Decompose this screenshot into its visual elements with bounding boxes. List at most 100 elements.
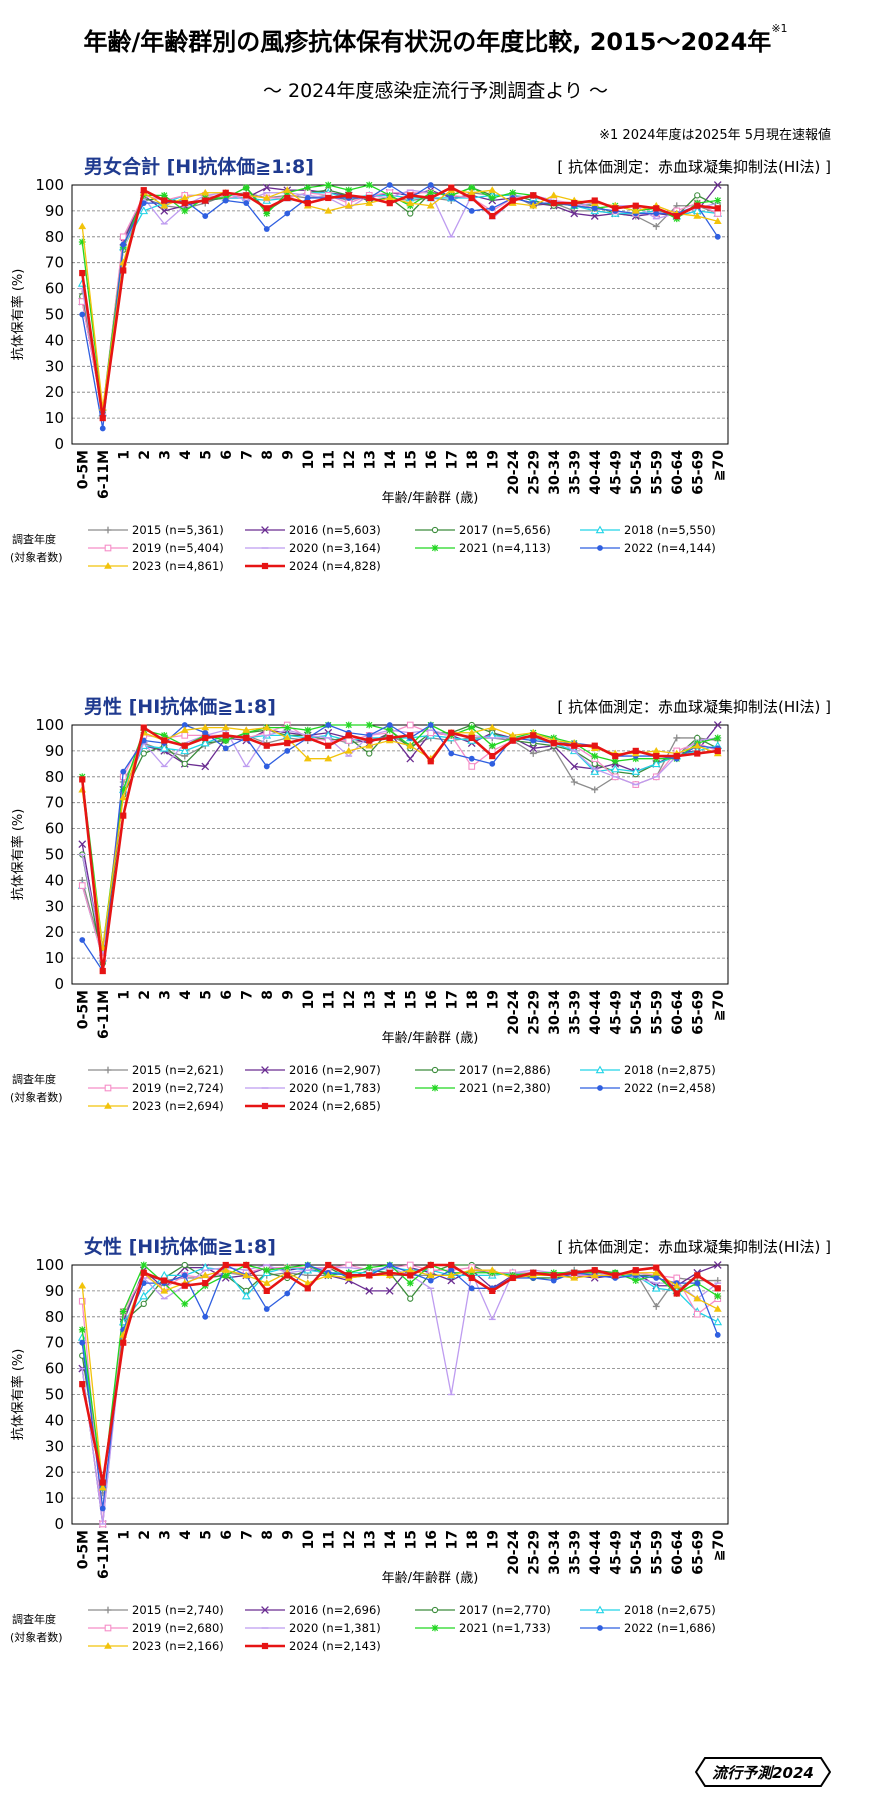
legend-item-2020: 2020 (n=1,381) (245, 1621, 381, 1635)
x-tick-label: 0-5M (75, 990, 91, 1029)
legend-marker-2018 (595, 1605, 605, 1614)
data-point-2024 (694, 202, 701, 209)
data-point-2015 (673, 734, 681, 742)
data-point-2024 (386, 1269, 393, 1276)
series-2022 (79, 1262, 721, 1512)
data-point-2022 (427, 722, 434, 728)
data-point-2017 (181, 760, 188, 767)
series-2019 (78, 189, 722, 417)
legend-marker-2021 (431, 1624, 439, 1632)
legend-marker-2017 (431, 1606, 439, 1614)
data-point-2024 (632, 747, 639, 754)
data-point-2023 (508, 731, 517, 739)
data-point-2023 (385, 194, 394, 201)
legend-marker-2024 (261, 1642, 269, 1650)
x-tick-label: 60-64 (670, 450, 686, 495)
data-point-2024 (325, 1261, 332, 1269)
data-point-2024 (468, 194, 475, 202)
data-point-2024 (653, 752, 660, 760)
data-point-2022 (284, 1290, 291, 1297)
data-point-2024 (550, 1272, 557, 1279)
data-point-2022 (694, 1280, 701, 1287)
x-tick-label: 10 (301, 1530, 317, 1550)
series-2024 (79, 184, 721, 422)
series-2015 (78, 731, 722, 959)
data-point-2016 (570, 209, 579, 218)
y-tick-label: 60 (45, 1360, 64, 1378)
data-point-2021 (304, 726, 312, 734)
data-point-2019 (119, 233, 127, 241)
y-axis-label: 抗体保有率 (%) (10, 1349, 26, 1441)
x-tick-label: 4 (178, 450, 194, 460)
data-point-2021 (181, 207, 189, 215)
x-tick-label: 15 (403, 450, 419, 469)
legend-item-2021: 2021 (n=2,380) (415, 1081, 551, 1095)
data-point-2023 (549, 191, 558, 199)
data-point-2016 (78, 840, 87, 848)
chart-panel-female: 女性 [HI抗体価≧1:8] [ 抗体価測定：赤血球凝集抑制法(HI法) ] 0… (0, 1232, 871, 1772)
data-point-2021 (345, 721, 353, 729)
x-tick-label: 12 (342, 1530, 358, 1549)
y-tick-label: 40 (45, 871, 64, 889)
method-label: [ 抗体価測定：赤血球凝集抑制法(HI法) ] (557, 698, 831, 716)
legend-marker-2015 (104, 1066, 112, 1074)
data-point-2024 (243, 734, 250, 742)
subtitle: ～ 2024年度感染症流行予測調査より ～ (262, 80, 609, 102)
data-point-2023 (262, 194, 271, 201)
x-tick-label: 30-34 (547, 1530, 563, 1575)
x-tick-label: 40-44 (588, 450, 604, 495)
data-point-2021 (140, 1261, 148, 1269)
series-2015 (78, 1266, 722, 1497)
y-tick-label: 80 (45, 228, 64, 246)
series-2016 (78, 181, 722, 417)
x-tick-label: 20-24 (506, 1530, 522, 1575)
legend-item-2024: 2024 (n=4,828) (245, 559, 381, 573)
data-point-2022 (140, 200, 147, 207)
series-line-2015 (81, 1269, 718, 1494)
x-tick-label: 3 (157, 1530, 173, 1540)
data-point-2023 (488, 723, 497, 731)
y-tick-label: 0 (54, 975, 64, 993)
data-point-2022 (448, 750, 455, 757)
data-point-2021 (160, 731, 168, 739)
legend-item-2018: 2018 (n=2,675) (580, 1603, 716, 1617)
x-tick-label: 4 (178, 990, 194, 1000)
data-point-2023 (283, 734, 292, 741)
data-point-2015 (591, 786, 599, 794)
series-2018 (77, 1263, 723, 1492)
series-line-2021 (81, 724, 718, 949)
data-point-2024 (673, 1290, 680, 1297)
data-point-2022 (468, 208, 475, 214)
x-tick-label: 2 (137, 450, 153, 460)
series-line-2023 (81, 1269, 719, 1489)
data-point-2024 (468, 734, 475, 742)
legend-item-2020: 2020 (n=3,164) (245, 541, 381, 555)
data-point-2024 (79, 776, 86, 783)
data-point-2023 (78, 1281, 87, 1289)
legend-marker-2021 (431, 1084, 439, 1092)
data-point-2023 (180, 194, 189, 201)
data-point-2024 (181, 1282, 188, 1289)
x-tick-label: 35-39 (567, 990, 583, 1035)
legend-marker-2018 (595, 1065, 605, 1074)
y-tick-label: 50 (45, 306, 64, 324)
data-point-2024 (222, 189, 229, 196)
series-line-2021 (81, 184, 718, 411)
x-tick-label: ≧70 (711, 1530, 727, 1561)
x-tick-label: 9 (280, 990, 296, 1000)
data-point-2017 (181, 1261, 188, 1269)
series-line-2020 (81, 189, 718, 411)
data-point-2024 (386, 734, 393, 742)
data-point-2021 (468, 184, 476, 191)
x-tick-label: 25-29 (526, 990, 542, 1035)
data-point-2016 (713, 1261, 722, 1269)
data-point-2019 (468, 763, 476, 770)
x-tick-label: 17 (444, 450, 460, 469)
legend-marker-2023 (104, 1102, 112, 1109)
data-point-2021 (222, 737, 230, 744)
data-point-2024 (448, 1261, 455, 1269)
data-point-2023 (242, 726, 251, 733)
series-line-2018 (81, 192, 718, 414)
data-point-2022 (202, 729, 209, 736)
data-point-2019 (345, 737, 353, 744)
